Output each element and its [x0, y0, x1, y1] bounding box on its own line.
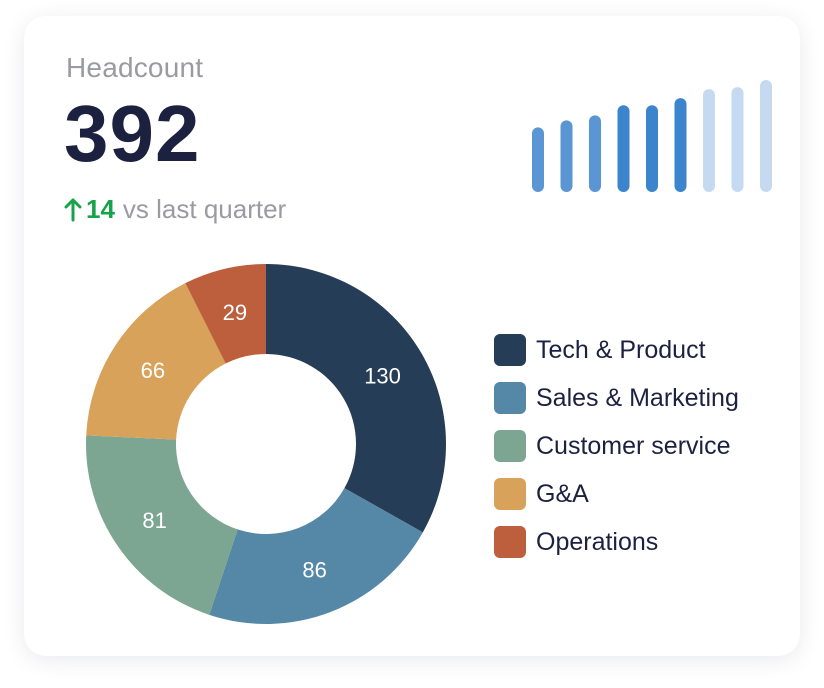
legend-swatch — [494, 430, 526, 462]
legend-item: Tech & Product — [494, 326, 739, 374]
chart-legend: Tech & Product Sales & Marketing Customer … — [494, 326, 739, 566]
donut-slice-label: 29 — [223, 300, 247, 325]
legend-item: Sales & Marketing — [494, 374, 739, 422]
legend-label: G&A — [536, 479, 589, 508]
sparkline-bar — [646, 105, 658, 192]
donut-slice — [266, 264, 447, 533]
delta-value: 14 — [86, 194, 115, 224]
sparkline-bar — [674, 98, 687, 192]
card-title: Headcount — [66, 52, 204, 83]
legend-swatch — [494, 334, 526, 366]
donut-chart: 130 86 81 66 29 — [86, 264, 447, 624]
sparkline-bar-chart — [532, 80, 772, 192]
donut-slice-label: 81 — [142, 508, 166, 533]
donut-slice — [209, 488, 423, 624]
sparkline-bar — [731, 87, 744, 192]
delta-text: vs last quarter — [122, 194, 287, 224]
legend-label: Operations — [536, 527, 659, 556]
donut-slice-label: 130 — [364, 363, 401, 388]
legend-label: Tech & Product — [536, 335, 706, 364]
legend-swatch — [494, 526, 526, 558]
headcount-total: 392 — [64, 89, 201, 178]
sparkline-bar — [560, 120, 573, 192]
legend-label: Customer service — [536, 431, 731, 460]
legend-swatch — [494, 382, 526, 414]
sparkline-bar — [617, 105, 630, 192]
legend-swatch — [494, 478, 526, 510]
legend-item: Customer service — [494, 422, 739, 470]
sparkline-bar — [760, 80, 772, 192]
legend-label: Sales & Marketing — [536, 383, 739, 412]
legend-item: G&A — [494, 470, 739, 518]
donut-slice-label: 86 — [302, 557, 326, 582]
donut-slice-label: 66 — [141, 358, 165, 383]
legend-item: Operations — [494, 518, 739, 566]
up-arrow-icon — [64, 198, 82, 221]
donut-slice — [86, 283, 226, 440]
donut-slice — [86, 435, 238, 615]
sparkline-bar — [532, 127, 544, 192]
headcount-card: Headcount 392 14 vs last quarter 130 86 81… — [24, 16, 800, 656]
sparkline-bar — [589, 115, 601, 192]
donut-slice — [185, 264, 266, 364]
delta-row: 14 vs last quarter — [64, 194, 286, 225]
sparkline-bar — [703, 89, 715, 192]
